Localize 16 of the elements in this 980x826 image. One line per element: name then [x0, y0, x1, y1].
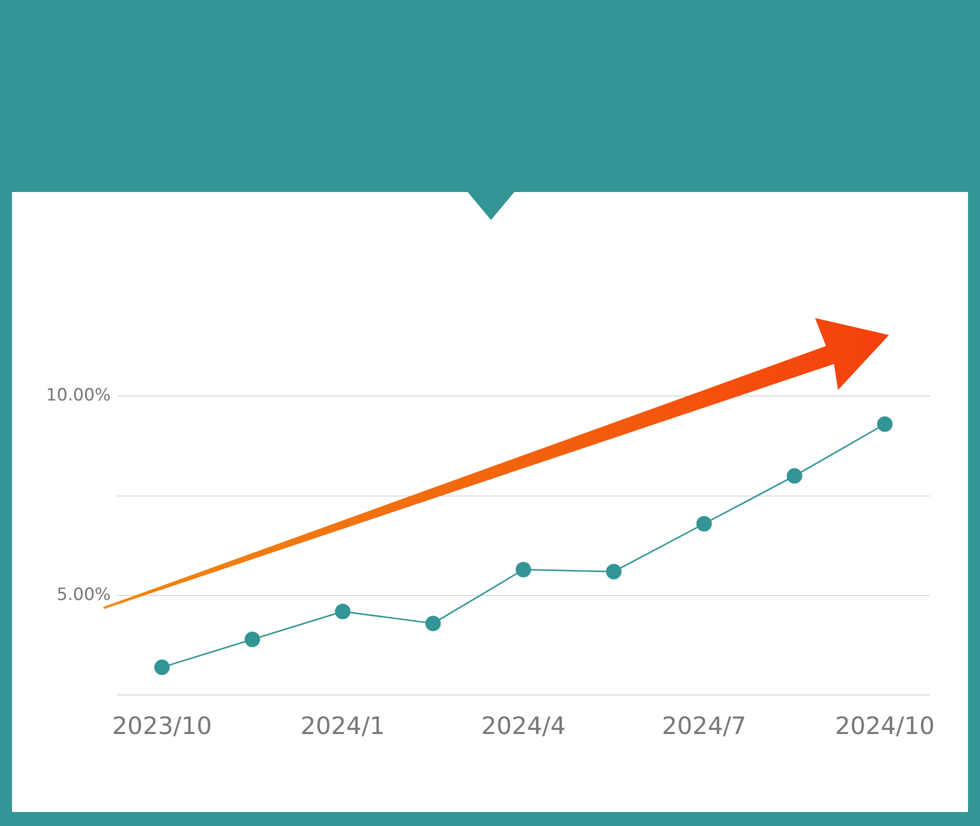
point [877, 416, 893, 432]
x-tick-label: 2024/1 [300, 712, 385, 740]
point [606, 564, 622, 580]
point [244, 632, 260, 648]
point [154, 660, 170, 676]
x-tick-label: 2024/10 [834, 712, 935, 740]
x-tick-label: 2023/10 [112, 712, 212, 740]
point [425, 616, 441, 632]
x-tick-label: 2024/4 [481, 712, 566, 740]
y-tick-label: 5.00% [56, 584, 111, 605]
y-tick-label: 10.00% [46, 386, 111, 406]
point [786, 468, 802, 484]
point [516, 562, 532, 578]
point [696, 516, 712, 532]
x-tick-label: 2024/7 [662, 712, 746, 740]
point [334, 604, 350, 620]
